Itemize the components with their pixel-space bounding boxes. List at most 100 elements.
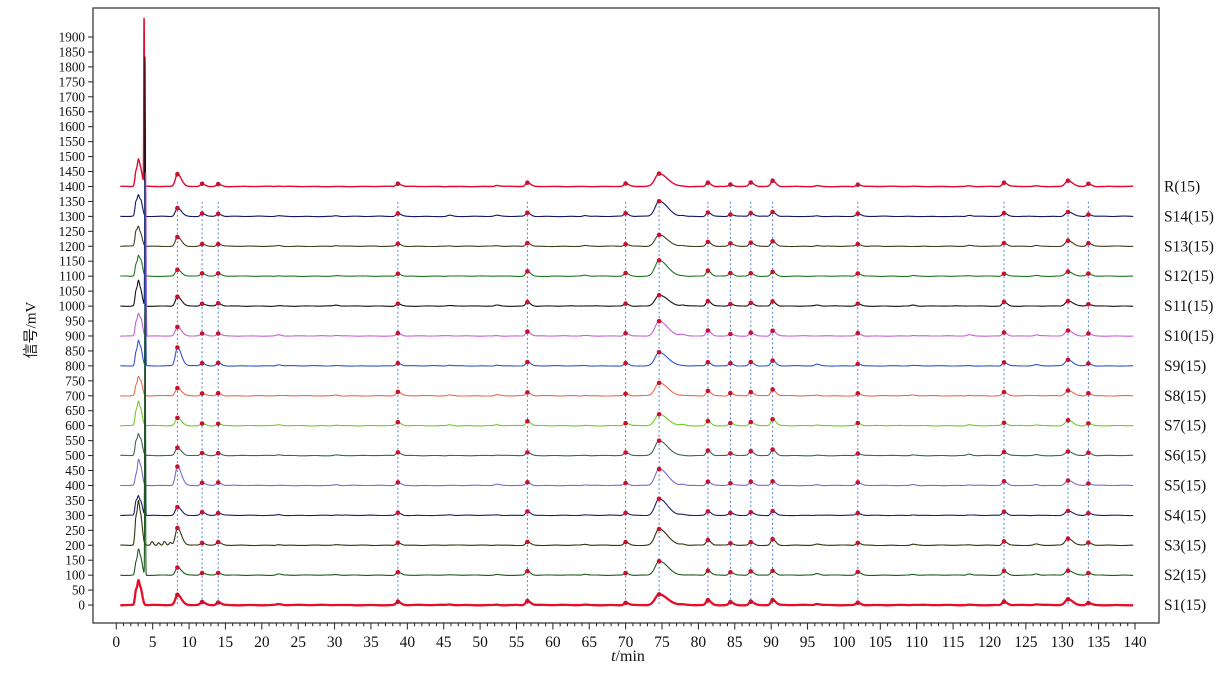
peak-marker xyxy=(623,450,628,455)
peak-marker xyxy=(855,420,861,426)
peak-marker xyxy=(656,466,662,472)
y-tick-label: 1600 xyxy=(59,119,86,134)
peak-marker xyxy=(656,199,662,204)
series-label: S2(15) xyxy=(1164,567,1206,584)
peak-marker xyxy=(705,180,711,185)
peak-marker xyxy=(623,391,628,397)
trace-S14(15) xyxy=(120,194,1134,218)
peak-marker xyxy=(748,300,754,306)
peak-marker xyxy=(1086,361,1091,366)
x-tick-label: 125 xyxy=(1014,634,1038,651)
series-label: S1(15) xyxy=(1164,597,1206,614)
peak-marker xyxy=(1086,450,1091,456)
peak-marker xyxy=(728,599,733,605)
peak-marker xyxy=(770,597,775,603)
peak-marker xyxy=(770,239,775,244)
peak-marker xyxy=(770,387,775,392)
x-tick-label: 130 xyxy=(1051,634,1075,651)
peak-marker xyxy=(525,509,530,514)
y-tick-label: 1800 xyxy=(59,59,86,74)
axis-ticks xyxy=(88,36,1136,630)
peak-marker xyxy=(175,234,180,240)
x-tick-label: 20 xyxy=(254,634,270,651)
peak-marker xyxy=(623,570,628,576)
x-tick-label: 45 xyxy=(436,634,452,651)
peak-marker xyxy=(525,568,530,574)
peak-marker xyxy=(705,537,711,543)
y-tick-label: 1500 xyxy=(59,149,86,164)
peak-marker xyxy=(656,558,662,564)
peak-marker xyxy=(525,329,530,334)
series-label: S4(15) xyxy=(1164,507,1206,524)
peak-marker xyxy=(1001,479,1007,484)
peak-marker xyxy=(855,182,861,187)
peak-marker xyxy=(175,565,180,570)
peak-marker xyxy=(395,211,401,216)
peak-marker xyxy=(395,450,401,455)
peak-marker xyxy=(748,389,754,395)
trace-R(15) xyxy=(120,17,1134,188)
peak-marker xyxy=(728,570,733,575)
y-tick-label: 1200 xyxy=(59,239,86,254)
peak-marker xyxy=(855,301,861,307)
x-tick-labels: 0 5 10 15 20 25 30 35 40 45 50 55 60 65 70 75 80 85 90 95 10… xyxy=(112,634,1146,651)
peak-marker xyxy=(705,359,711,365)
peak-marker xyxy=(623,480,628,486)
x-tick-label: 65 xyxy=(582,634,598,651)
y-tick-label: 1050 xyxy=(59,284,86,299)
peak-marker xyxy=(770,536,775,542)
peak-marker xyxy=(1001,599,1007,604)
peak-marker xyxy=(1001,509,1007,514)
y-tick-label: 850 xyxy=(65,343,85,358)
peak-markers xyxy=(175,171,1091,606)
series-label: S11(15) xyxy=(1164,298,1213,315)
peak-marker xyxy=(623,420,628,426)
peak-marker xyxy=(705,418,711,424)
peak-marker xyxy=(770,479,775,484)
peak-marker xyxy=(215,600,221,605)
peak-marker xyxy=(175,294,180,300)
y-tick-label: 950 xyxy=(65,314,85,329)
peak-marker xyxy=(1065,298,1071,304)
peak-marker xyxy=(855,330,861,336)
peak-marker xyxy=(215,539,221,545)
peak-marker xyxy=(1001,539,1007,544)
peak-marker xyxy=(623,510,628,516)
peak-marker xyxy=(748,330,754,336)
peak-marker xyxy=(728,182,733,187)
peak-marker xyxy=(215,510,221,516)
x-tick-label: 75 xyxy=(654,634,670,651)
peak-marker xyxy=(623,600,628,606)
y-tick-label: 200 xyxy=(65,538,85,553)
peak-marker xyxy=(199,391,205,396)
y-tick-label: 1300 xyxy=(59,209,86,224)
peak-marker xyxy=(395,301,401,307)
series-label: S7(15) xyxy=(1164,418,1206,435)
peak-marker xyxy=(748,419,754,425)
y-tick-label: 1350 xyxy=(59,194,86,209)
peak-marker xyxy=(656,350,662,355)
peak-marker xyxy=(855,391,861,396)
y-tick-label: 1700 xyxy=(59,89,86,104)
trace-S7(15) xyxy=(120,400,1134,427)
peak-marker xyxy=(705,239,711,245)
peak-marker xyxy=(1001,240,1007,246)
y-tick-label: 450 xyxy=(65,463,85,478)
peak-marker xyxy=(748,180,754,185)
peak-marker xyxy=(395,271,401,277)
series-label: S5(15) xyxy=(1164,478,1206,495)
x-tick-label: 80 xyxy=(691,634,707,651)
peak-marker xyxy=(199,570,205,576)
peak-marker xyxy=(1086,331,1091,336)
y-tick-label: 1550 xyxy=(59,134,86,149)
peak-marker xyxy=(175,445,180,451)
peak-marker xyxy=(705,568,711,573)
peak-marker xyxy=(175,171,180,177)
peak-marker xyxy=(175,415,180,421)
x-tick-label: 50 xyxy=(472,634,488,651)
peak-marker xyxy=(748,510,754,515)
peak-marker xyxy=(770,328,775,334)
trace-S9(15) xyxy=(120,177,1134,367)
peak-marker xyxy=(623,241,628,247)
